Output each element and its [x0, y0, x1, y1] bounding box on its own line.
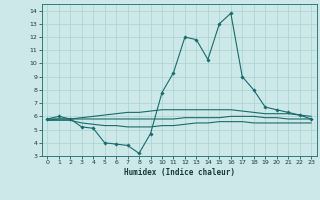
X-axis label: Humidex (Indice chaleur): Humidex (Indice chaleur)	[124, 168, 235, 177]
